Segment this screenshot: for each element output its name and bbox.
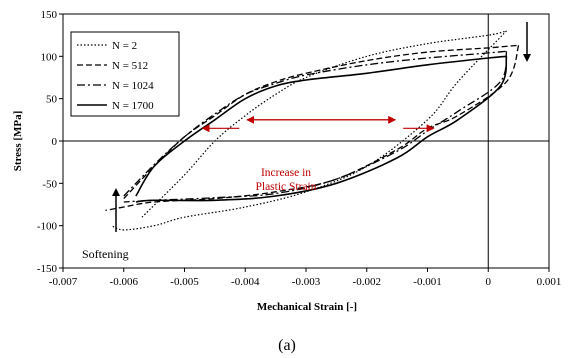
y-tick-labels: -150 -100 -50 0 50 100 150 (37, 9, 63, 275)
legend: N = 2 N = 512 N = 1024 N = 1700 (70, 31, 180, 117)
y-tick-label: -50 (42, 178, 57, 190)
legend-label: N = 2 (112, 40, 137, 52)
series-n-1024-lower-branch (123, 51, 508, 203)
legend-box (70, 31, 180, 117)
legend-label: N = 1024 (112, 80, 154, 92)
legend-label: N = 512 (112, 60, 148, 72)
series-n-2-upper-branch (141, 30, 507, 218)
x-tick-label: 0 (486, 276, 492, 288)
series-n-512-lower-branch (105, 45, 520, 212)
figure-caption: (a) (278, 337, 296, 354)
y-tick-label: 0 (52, 136, 58, 148)
increase-label-line2: Plastic Strain (255, 181, 316, 193)
x-tick-label: 0.001 (537, 276, 562, 288)
x-tick-label: -0.006 (110, 276, 139, 288)
series-n-512-upper-branch (123, 44, 519, 200)
series-n-1700-lower-branch (135, 56, 508, 203)
y-tick-label: 50 (46, 94, 58, 106)
x-tick-labels: -0.007 -0.006 -0.005 -0.004 -0.003 -0.002 -0.0… (49, 268, 562, 288)
x-tick-label: -0.007 (49, 276, 78, 288)
series-n-1700-upper-branch (135, 55, 507, 197)
legend-label: N = 1700 (112, 100, 154, 112)
x-tick-label: -0.004 (231, 276, 260, 288)
annotations: Increase in Plastic Strain Softening (82, 22, 531, 261)
x-tick-label: -0.005 (170, 276, 199, 288)
increase-label-line1: Increase in (261, 167, 311, 179)
series-n-2-lower-branch (111, 30, 507, 231)
x-tick-label: -0.001 (413, 276, 441, 288)
x-axis-label: Mechanical Strain [-] (257, 301, 357, 313)
y-tick-label: -150 (37, 263, 58, 275)
softening-label: Softening (82, 247, 129, 261)
y-tick-label: -100 (37, 221, 58, 233)
y-tick-label: 100 (41, 51, 58, 63)
y-tick-label: 150 (41, 9, 58, 21)
x-tick-label: -0.002 (353, 276, 381, 288)
x-tick-label: -0.003 (292, 276, 321, 288)
series-group (105, 30, 520, 231)
y-axis-label: Stress [MPa] (12, 111, 24, 172)
series-n-1024-upper-branch (123, 50, 507, 197)
